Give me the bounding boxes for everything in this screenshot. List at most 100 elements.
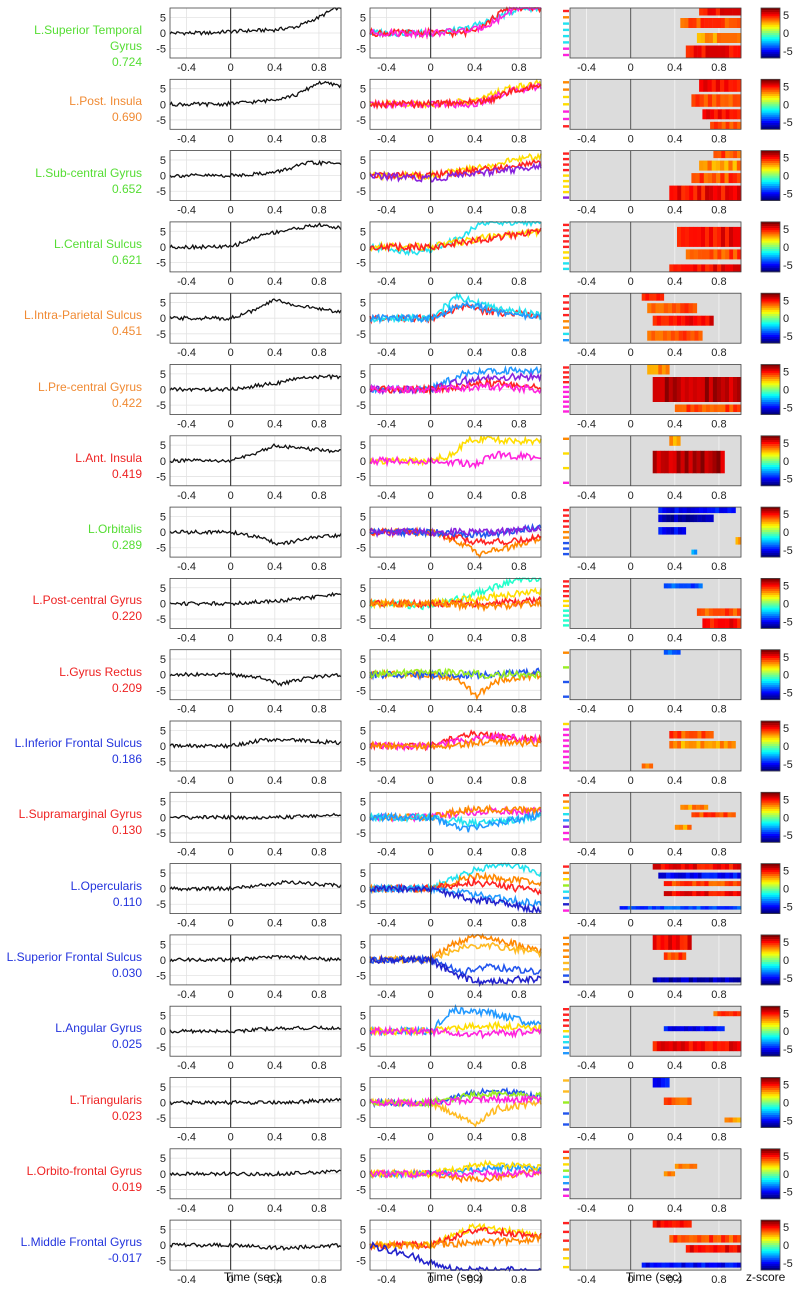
colorbar-segment [761,102,780,105]
y-tick-label: 5 [360,84,366,96]
heat-cell [687,934,692,950]
heat-cell [701,514,706,523]
heat-cell [668,315,674,326]
heat-cell [693,185,698,201]
x-tick-label: 0 [628,62,634,74]
colorbar-segment [761,316,780,319]
heat-cell [729,121,734,130]
colorbar-segment [761,766,780,770]
colorbar-segment [761,584,780,587]
y-tick-label: -5 [356,44,366,56]
heat-cell [669,741,674,749]
heat-cell [704,741,709,749]
colorbar-segment [761,1014,780,1017]
channel-color-tick [563,313,569,317]
y-tick-label: 0 [360,1098,366,1110]
x-tick-label: 0 [228,276,234,288]
x-tick-label: 0 [628,1274,634,1286]
colorbar-segment [761,1020,780,1024]
colorbar-segment [761,605,780,608]
heat-cell [681,731,686,739]
x-tick-label: -0.4 [377,846,396,858]
colorbar-tick-label: -5 [783,474,793,486]
heat-cell [659,330,664,341]
colorbar-tick-label: 5 [783,794,789,806]
channel-color-tick [563,766,569,770]
colorbar-segment [761,299,780,302]
colorbar-segment [761,1255,780,1258]
heat-cell [729,1011,734,1017]
x-tick-label: 0.4 [267,632,282,644]
y-tick-label: 5 [360,511,366,523]
heat-cell [690,404,695,412]
y-tick-label: 5 [160,1082,166,1094]
channel-color-tick [563,1090,569,1093]
colorbar-segment [761,458,780,462]
heat-cell [700,1026,705,1032]
colorbar-segment [761,368,780,372]
heat-cell [733,185,738,201]
x-tick-label: -0.4 [177,632,196,644]
x-tick-label: -0.4 [377,276,396,288]
colorbar-frame [760,1219,781,1271]
heat-cell [656,863,662,870]
panel-frame [569,7,742,59]
heat-cell [688,741,693,749]
heat-cell [733,1262,738,1268]
colorbar-segment [761,1226,780,1229]
heat-cell [672,649,677,655]
channel-color-tick [563,88,569,91]
y-tick-label: -5 [356,258,366,270]
heat-cell [688,977,694,983]
heat-cell [680,881,685,887]
heat-cell [733,226,738,247]
heat-cell [697,514,702,523]
panel-frame [369,221,542,273]
y-tick-label: 0 [160,1169,166,1181]
x-tick-label: 0.4 [267,419,282,431]
heat-cell [652,315,657,326]
x-tick-label: 0.8 [511,561,526,573]
colorbar-segment [761,670,780,673]
heat-cell [664,977,670,983]
heat-cell [663,583,668,589]
x-tick-label: 0.8 [311,846,326,858]
heat-cell [707,94,713,107]
heat-cell [729,977,734,983]
heat-cell [710,109,715,120]
channel-color-tick [563,320,569,323]
heat-cell [668,977,674,983]
heat-cell [662,527,667,535]
heat-cell [656,377,662,402]
colorbar-segment [761,1236,780,1240]
heat-cell [698,583,703,589]
heat-cell [700,863,706,870]
heat-cell [658,514,663,523]
x-tick-label: 0.4 [667,205,682,217]
heat-cell [723,812,728,818]
heat-cell [666,330,672,341]
x-tick-label: 0 [428,419,434,431]
colorbar-tick-label: 0 [783,242,789,254]
heat-cell [721,185,726,201]
heat-cell [667,583,672,589]
heat-cell [697,249,702,260]
heat-cell [737,249,742,260]
colorbar-segment [761,1220,780,1223]
colorbar-tick-label: 5 [783,1080,789,1092]
channel-color-tick [563,750,569,753]
heat-cell [686,583,692,589]
x-tick-label: 0 [628,276,634,288]
x-tick-label: -0.4 [577,276,596,288]
channel-trace [369,667,542,681]
colorbar-segment [761,444,780,447]
colorbar-segment [761,43,780,46]
colorbar-segment [761,517,780,520]
colorbar-segment [761,100,780,103]
y-tick-label: 0 [360,955,366,967]
region-label: L.Triangularis 0.023 [0,1092,142,1124]
x-tick-label: 0 [228,205,234,217]
heat-cell [692,303,698,314]
panel-frame [369,150,542,202]
heat-cell [732,18,738,28]
